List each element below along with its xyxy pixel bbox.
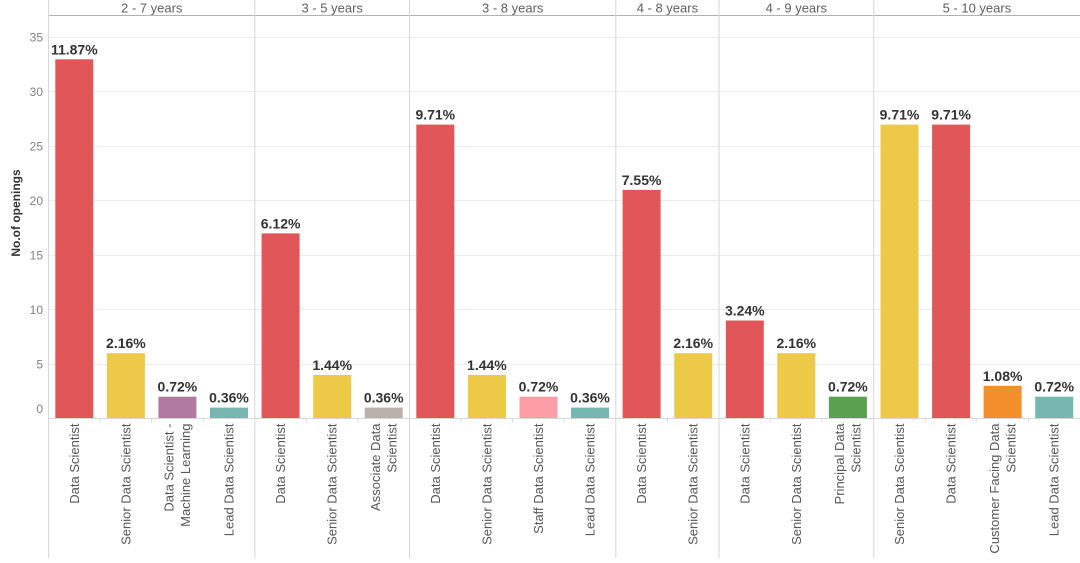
svg-text:2.16%: 2.16% [776,335,816,351]
svg-text:2 - 7 years: 2 - 7 years [121,0,183,15]
svg-text:0.72%: 0.72% [828,379,868,395]
svg-text:3.24%: 3.24% [725,303,765,319]
svg-text:Senior Data Scientist: Senior Data Scientist [479,423,494,545]
svg-text:No.of openings: No.of openings [9,169,23,257]
svg-text:Senior Data Scientist: Senior Data Scientist [118,423,133,545]
svg-text:1.44%: 1.44% [467,357,507,373]
svg-text:Customer Facing Data: Customer Facing Data [987,423,1002,554]
svg-text:Scientist: Scientist [1003,423,1018,473]
svg-text:0.72%: 0.72% [158,379,198,395]
svg-text:4 - 9 years: 4 - 9 years [766,0,828,15]
svg-text:0: 0 [36,402,43,416]
svg-text:Machine Learning: Machine Learning [178,424,193,527]
svg-text:5: 5 [36,357,43,371]
svg-text:Data Scientist: Data Scientist [428,423,443,504]
svg-text:0.72%: 0.72% [1034,379,1074,395]
svg-text:1.44%: 1.44% [312,357,352,373]
svg-text:Senior Data Scientist: Senior Data Scientist [686,423,701,545]
svg-text:4 - 8 years: 4 - 8 years [637,0,699,15]
svg-text:Data Scientist: Data Scientist [944,423,959,504]
svg-text:Lead Data Scientist: Lead Data Scientist [583,423,598,536]
svg-text:Senior Data Scientist: Senior Data Scientist [325,423,340,545]
svg-text:Staff Data Scientist: Staff Data Scientist [531,423,546,534]
svg-text:Data Scientist -: Data Scientist - [162,424,177,512]
svg-text:3 - 5 years: 3 - 5 years [301,0,363,15]
svg-text:Data Scientist: Data Scientist [67,423,82,504]
svg-text:0.36%: 0.36% [209,390,249,406]
svg-text:5 - 10 years: 5 - 10 years [943,0,1012,15]
svg-text:1.08%: 1.08% [983,368,1023,384]
svg-text:2.16%: 2.16% [106,335,146,351]
svg-text:0.36%: 0.36% [364,390,404,406]
svg-text:Senior Data Scientist: Senior Data Scientist [892,423,907,545]
svg-text:20: 20 [30,194,44,208]
svg-text:Associate Data: Associate Data [368,423,383,511]
svg-text:3 - 8 years: 3 - 8 years [482,0,544,15]
svg-text:9.71%: 9.71% [415,107,455,123]
svg-text:Principal Data: Principal Data [832,423,847,505]
svg-text:Senior Data Scientist: Senior Data Scientist [789,423,804,545]
svg-text:7.55%: 7.55% [622,172,662,188]
svg-text:15: 15 [30,248,44,262]
svg-text:9.71%: 9.71% [931,107,971,123]
svg-text:Scientist: Scientist [849,423,864,473]
svg-text:25: 25 [30,140,44,154]
svg-text:Data Scientist: Data Scientist [273,423,288,504]
svg-text:11.87%: 11.87% [51,41,98,57]
svg-text:Lead Data Scientist: Lead Data Scientist [1047,423,1062,536]
svg-text:9.71%: 9.71% [880,107,920,123]
svg-text:2.16%: 2.16% [673,335,713,351]
svg-text:0.72%: 0.72% [519,379,559,395]
svg-text:10: 10 [30,303,44,317]
svg-text:0.36%: 0.36% [570,390,610,406]
svg-text:Data Scientist: Data Scientist [737,423,752,504]
svg-text:30: 30 [30,85,44,99]
svg-text:6.12%: 6.12% [261,215,301,231]
svg-text:Scientist: Scientist [385,423,400,473]
svg-text:Data Scientist: Data Scientist [634,423,649,504]
svg-text:Lead Data Scientist: Lead Data Scientist [222,423,237,536]
svg-text:35: 35 [30,31,44,45]
